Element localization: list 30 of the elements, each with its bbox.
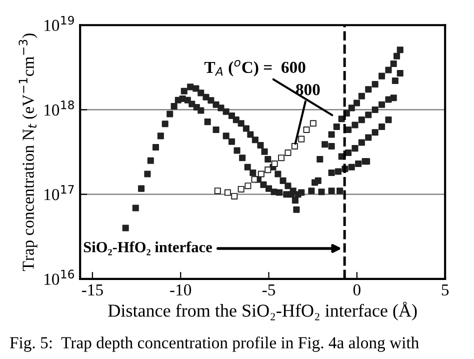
point [284,150,292,156]
x-tick-label: -15 [82,284,103,296]
x-tick-label: -10 [170,284,192,296]
x-tick-label: 0 [353,284,360,296]
point [278,154,285,162]
point [298,136,305,142]
x-axis-title: Distance from the SiO₂-HfO₂ interface (Å) [108,302,417,320]
ref-line-label: SiO₂-HfO₂ interface [84,241,212,256]
caption: Fig. 5: Trap depth concentration profile in Fig. 4a along with [10,336,419,352]
point [214,188,221,194]
point [310,120,316,127]
point [251,176,258,183]
annotation: 800 [296,84,320,96]
point [303,126,310,134]
y-tick-label: 10$^{17}$ [44,185,74,200]
point [271,160,278,167]
y-tick-label: 10$^{16}$ [44,270,74,285]
y-tick-label: 10$^{19}$ [44,16,74,32]
point [264,166,272,174]
point [231,192,238,200]
point [258,170,264,178]
point [238,186,244,192]
y-axis-title: Trap concentration N$_{t}$ (eV$^{−1}$cm$^{−3}$) [18,34,38,271]
point [291,143,298,150]
point [224,189,231,196]
y-tick-label: 10$^{18}$ [44,100,74,116]
x-tick-label: 5 [442,284,449,296]
x-tick-label: -5 [262,284,276,296]
point [244,182,252,190]
annotation: T$_{A}$ ($^{o}$C) = 600 [204,60,306,76]
